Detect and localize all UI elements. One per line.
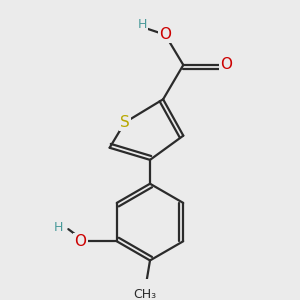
Text: O: O: [74, 234, 86, 249]
Text: H: H: [53, 220, 63, 234]
Text: S: S: [120, 115, 130, 130]
Text: O: O: [220, 58, 232, 73]
Text: CH₃: CH₃: [134, 288, 157, 300]
Text: H: H: [138, 18, 148, 31]
Text: O: O: [159, 27, 171, 42]
